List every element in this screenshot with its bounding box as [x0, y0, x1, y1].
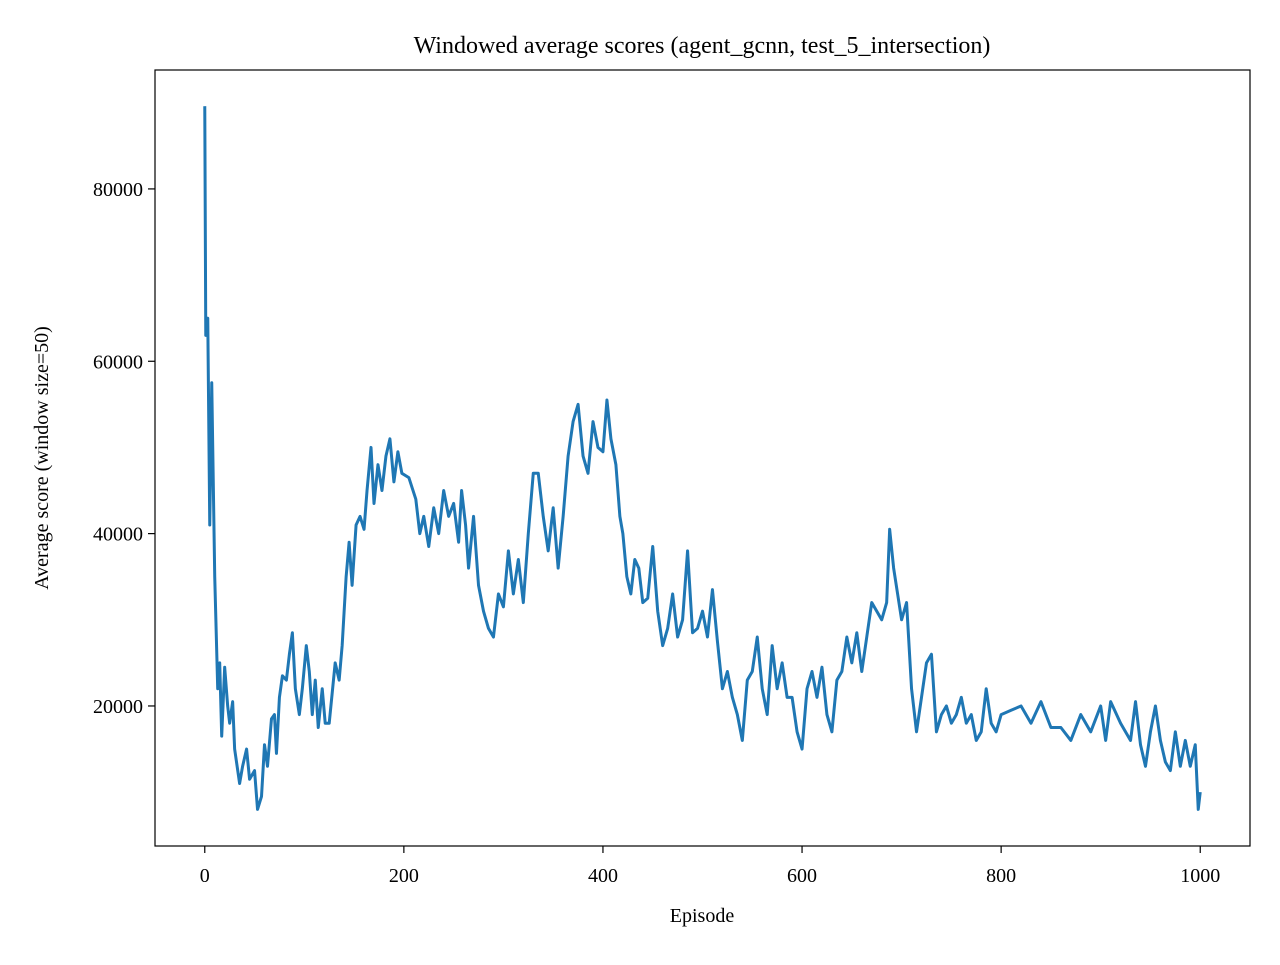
data-line [203, 106, 1202, 811]
y-axis-label: Average score (window size=50) [31, 326, 53, 590]
x-axis-label: Episode [670, 905, 735, 927]
y-tick-label: 60000 [93, 351, 143, 373]
x-tick-label: 1000 [1180, 865, 1220, 887]
y-tick-label: 20000 [93, 696, 143, 718]
chart-title: Windowed average scores (agent_gcnn, tes… [414, 33, 991, 59]
plot-frame [154, 69, 1251, 847]
y-tick-label: 40000 [93, 524, 143, 546]
x-tick-label: 200 [389, 865, 419, 887]
x-tick-label: 800 [986, 865, 1016, 887]
y-tick-label: 80000 [93, 179, 143, 201]
x-tick-label: 0 [200, 865, 210, 887]
x-tick-label: 600 [787, 865, 817, 887]
x-tick-label: 400 [588, 865, 618, 887]
